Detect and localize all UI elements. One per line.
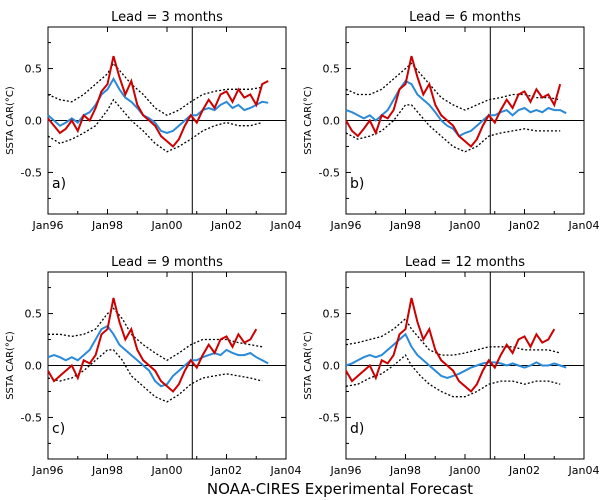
forecast-series-line xyxy=(47,76,269,135)
y-tick-label: 0.5 xyxy=(25,63,43,76)
x-tick-label: Jan04 xyxy=(568,219,600,232)
panel-title: Lead = 3 months xyxy=(111,10,223,25)
x-tick-label: Jan96 xyxy=(330,219,362,232)
panel-label: b) xyxy=(350,176,364,192)
y-tick-label: -0.5 xyxy=(319,166,340,179)
panel-title: Lead = 9 months xyxy=(111,255,223,270)
x-tick-label: Jan96 xyxy=(330,464,362,477)
x-tick-label: Jan00 xyxy=(151,219,183,232)
x-tick-label: Jan96 xyxy=(32,219,64,232)
forecast-series-line xyxy=(47,324,269,388)
x-tick-label: Jan00 xyxy=(151,464,183,477)
x-tick-label: Jan98 xyxy=(389,219,421,232)
upper-bound-series-line xyxy=(345,317,561,356)
panel-label: a) xyxy=(52,176,66,192)
panel-title: Lead = 12 months xyxy=(405,255,525,270)
x-tick-label: Jan04 xyxy=(270,464,302,477)
y-tick-label: 0.0 xyxy=(323,115,341,128)
lower-bound-series-line xyxy=(47,349,263,403)
y-axis-label: SSTA CAR(°C) xyxy=(5,86,16,155)
upper-bound-series-line xyxy=(47,62,263,117)
panel-c: 0.5 0.0 -0.5 Jan96 Jan98 Jan00 Jan02 Jan04 Lead … xyxy=(5,255,301,477)
panel-label: d) xyxy=(350,421,364,437)
lower-bound-series-line xyxy=(47,98,263,153)
y-tick-label: -0.5 xyxy=(319,411,340,424)
panel-title: Lead = 6 months xyxy=(409,10,521,25)
panel-a: 0.5 0.0 -0.5 Jan96 Jan98 Jan00 Jan02 Jan04 Lead … xyxy=(5,10,301,232)
y-tick-label: 0.0 xyxy=(25,360,43,373)
panel-label: c) xyxy=(52,421,65,437)
x-tick-label: Jan02 xyxy=(508,464,540,477)
y-tick-label: 0.5 xyxy=(323,63,341,76)
lower-bound-series-line xyxy=(345,354,561,398)
y-axis-label: SSTA CAR(°C) xyxy=(303,331,314,400)
y-tick-label: -0.5 xyxy=(21,166,42,179)
y-tick-label: 0.5 xyxy=(323,308,341,321)
y-tick-label: 0.5 xyxy=(25,308,43,321)
y-axis-label: SSTA CAR(°C) xyxy=(5,331,16,400)
x-tick-label: Jan04 xyxy=(270,219,302,232)
y-axis-label: SSTA CAR(°C) xyxy=(303,86,314,155)
forecast-series-line xyxy=(345,79,567,138)
y-tick-label: 0.0 xyxy=(323,360,341,373)
observed-series-line xyxy=(345,297,556,393)
x-tick-label: Jan98 xyxy=(91,464,123,477)
panel-b: 0.5 0.0 -0.5 Jan96 Jan98 Jan00 Jan02 Jan04 Lead … xyxy=(303,10,599,232)
y-tick-label: -0.5 xyxy=(21,411,42,424)
lower-bound-series-line xyxy=(345,104,561,153)
observed-series-line xyxy=(47,55,269,148)
figure-caption: NOAA-CIRES Experimental Forecast xyxy=(207,480,473,498)
x-tick-label: Jan98 xyxy=(389,464,421,477)
panel-d: 0.5 0.0 -0.5 Jan96 Jan98 Jan00 Jan02 Jan04 Lead … xyxy=(303,255,599,477)
y-tick-label: 0.0 xyxy=(25,115,43,128)
x-tick-label: Jan02 xyxy=(210,464,242,477)
x-tick-label: Jan98 xyxy=(91,219,123,232)
x-tick-label: Jan00 xyxy=(449,464,481,477)
observed-series-line xyxy=(47,297,258,393)
x-tick-label: Jan00 xyxy=(449,219,481,232)
x-tick-label: Jan02 xyxy=(508,219,540,232)
x-tick-label: Jan02 xyxy=(210,219,242,232)
x-tick-label: Jan96 xyxy=(32,464,64,477)
upper-bound-series-line xyxy=(345,62,561,111)
observed-series-line xyxy=(345,55,562,148)
x-tick-label: Jan04 xyxy=(568,464,600,477)
